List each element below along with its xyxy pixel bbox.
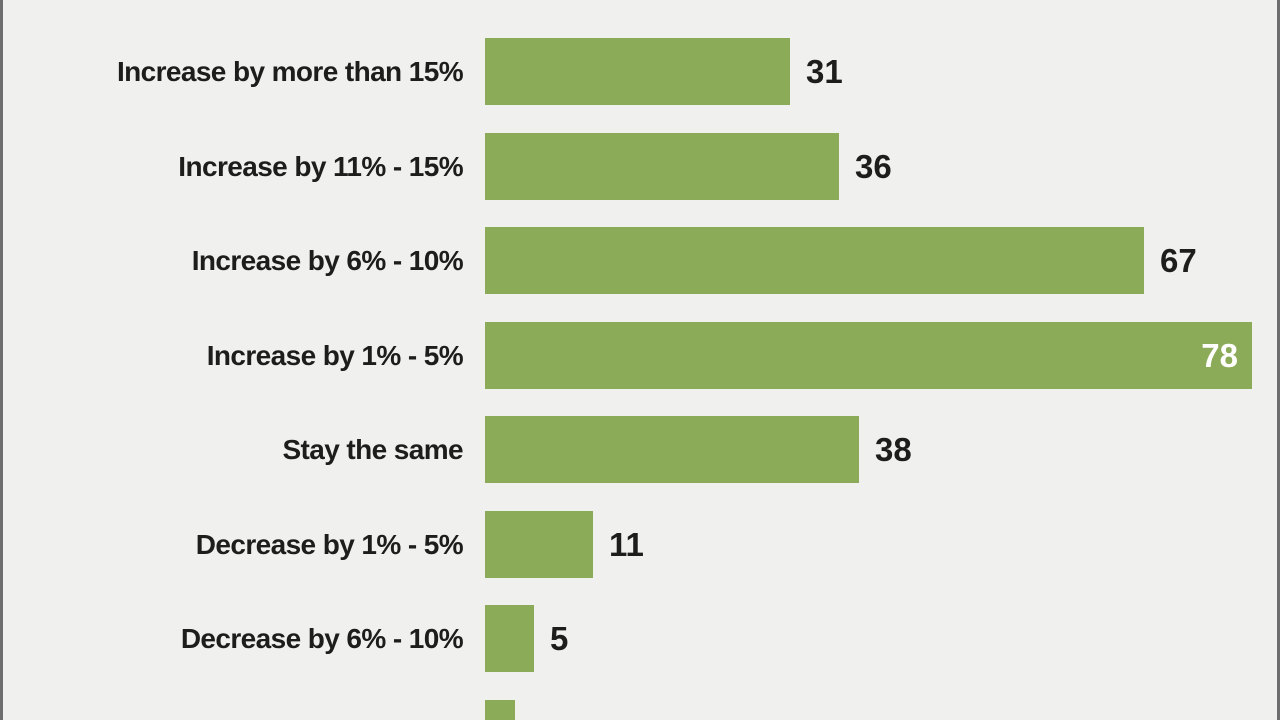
value-label: 67 bbox=[1160, 242, 1197, 279]
bar bbox=[485, 605, 534, 672]
value-label: 31 bbox=[806, 53, 843, 90]
bar bbox=[485, 38, 790, 105]
category-label: Increase by more than 15% bbox=[116, 56, 464, 87]
value-label: 78 bbox=[1201, 337, 1238, 374]
chart-row: Decrease by 6% - 10% 5 bbox=[3, 605, 1277, 672]
value-label: 3 bbox=[531, 700, 549, 720]
bar bbox=[485, 227, 1144, 294]
chart-row: Increase by 1% - 5% 78 bbox=[3, 322, 1277, 389]
bar bbox=[485, 511, 593, 578]
chart-row: Decrease by 11% - 15% 3 bbox=[3, 700, 1277, 720]
chart-row: Decrease by 1% - 5% 11 bbox=[3, 511, 1277, 578]
category-label: Decrease by 6% - 10% bbox=[180, 623, 464, 654]
value-label: 38 bbox=[875, 431, 912, 468]
bar bbox=[485, 322, 1252, 389]
bar bbox=[485, 133, 839, 200]
category-label: Increase by 11% - 15% bbox=[178, 151, 463, 182]
category-label: Decrease by 1% - 5% bbox=[195, 529, 464, 560]
category-label: Stay the same bbox=[282, 434, 463, 465]
bar bbox=[485, 700, 515, 720]
category-label: Decrease by 11% - 15% bbox=[3, 700, 463, 720]
category-label: Increase by 6% - 10% bbox=[191, 245, 464, 276]
value-label: 5 bbox=[550, 620, 569, 657]
category-label: Increase by 1% - 5% bbox=[206, 340, 464, 371]
value-label: 36 bbox=[855, 148, 892, 185]
chart-row: Increase by more than 15% 31 bbox=[3, 38, 1277, 105]
value-label: 11 bbox=[609, 526, 644, 563]
bar bbox=[485, 416, 859, 483]
chart-row: Increase by 11% - 15% 36 bbox=[3, 133, 1277, 200]
chart-row: Increase by 6% - 10% 67 bbox=[3, 227, 1277, 294]
chart-row: Stay the same 38 bbox=[3, 416, 1277, 483]
